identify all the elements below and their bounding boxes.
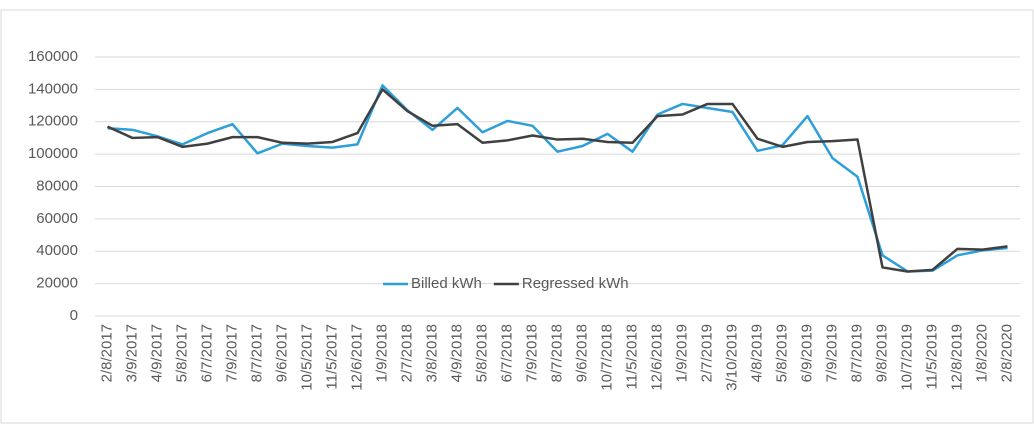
x-tick-label: 1/9/2018 (373, 324, 390, 382)
x-tick-label: 4/9/2017 (148, 324, 165, 382)
x-tick-label: 10/7/2018 (598, 324, 615, 391)
y-tick-label: 80000 (36, 177, 78, 194)
x-tick-label: 3/10/2019 (723, 324, 740, 391)
x-tick-label: 12/6/2018 (648, 324, 665, 391)
series-line (107, 84, 1008, 273)
y-tick-label: 20000 (36, 275, 78, 292)
x-tick-label: 5/8/2017 (173, 324, 190, 382)
x-tick-label: 7/9/2017 (223, 324, 240, 382)
series-line (106, 88, 1008, 273)
x-tick-label: 11/5/2017 (323, 324, 340, 390)
x-tick-label: 8/7/2018 (548, 324, 565, 382)
x-tick-label: 11/5/2019 (923, 324, 940, 390)
x-tick-label: 6/7/2017 (198, 324, 215, 382)
x-tick-label: 2/7/2018 (398, 324, 415, 382)
x-tick-label: 10/7/2019 (898, 324, 915, 391)
x-tick-label: 2/8/2017 (98, 324, 115, 382)
x-tick-label: 3/8/2018 (423, 324, 440, 382)
x-tick-label: 1/9/2019 (673, 324, 690, 382)
x-tick-label: 8/7/2017 (248, 324, 265, 382)
x-tick-label: 8/7/2019 (848, 324, 865, 382)
legend-label: Regressed kWh (522, 275, 629, 292)
x-tick-label: 10/5/2017 (298, 324, 315, 391)
x-tick-label: 9/8/2019 (873, 324, 890, 382)
x-tick-label: 9/6/2017 (273, 324, 290, 382)
x-tick-label: 2/7/2019 (698, 324, 715, 382)
y-tick-label: 120000 (28, 113, 78, 130)
x-tick-label: 4/9/2018 (448, 324, 465, 382)
x-tick-label: 5/8/2018 (473, 324, 490, 382)
x-tick-label: 1/8/2020 (973, 324, 990, 382)
x-tick-label: 9/6/2018 (573, 324, 590, 382)
y-tick-label: 0 (70, 307, 78, 324)
chart-border (0, 9, 1034, 424)
x-tick-label: 12/8/2019 (948, 324, 965, 391)
x-tick-label: 3/9/2017 (123, 324, 140, 382)
y-tick-label: 100000 (28, 145, 78, 162)
x-tick-label: 12/6/2017 (348, 324, 365, 391)
x-tick-label: 2/8/2020 (998, 324, 1015, 382)
y-tick-label: 140000 (28, 80, 78, 97)
x-tick-label: 6/7/2018 (498, 324, 515, 382)
x-tick-label: 11/5/2018 (623, 324, 640, 390)
y-tick-label: 60000 (36, 210, 78, 227)
x-tick-label: 5/8/2019 (773, 324, 790, 382)
legend-label: Billed kWh (411, 275, 482, 292)
y-tick-label: 160000 (28, 48, 78, 65)
y-tick-label: 40000 (36, 242, 78, 259)
x-tick-label: 6/9/2019 (798, 324, 815, 382)
x-tick-label: 7/9/2019 (823, 324, 840, 382)
x-tick-label: 4/8/2019 (748, 324, 765, 382)
x-tick-label: 7/9/2018 (523, 324, 540, 382)
